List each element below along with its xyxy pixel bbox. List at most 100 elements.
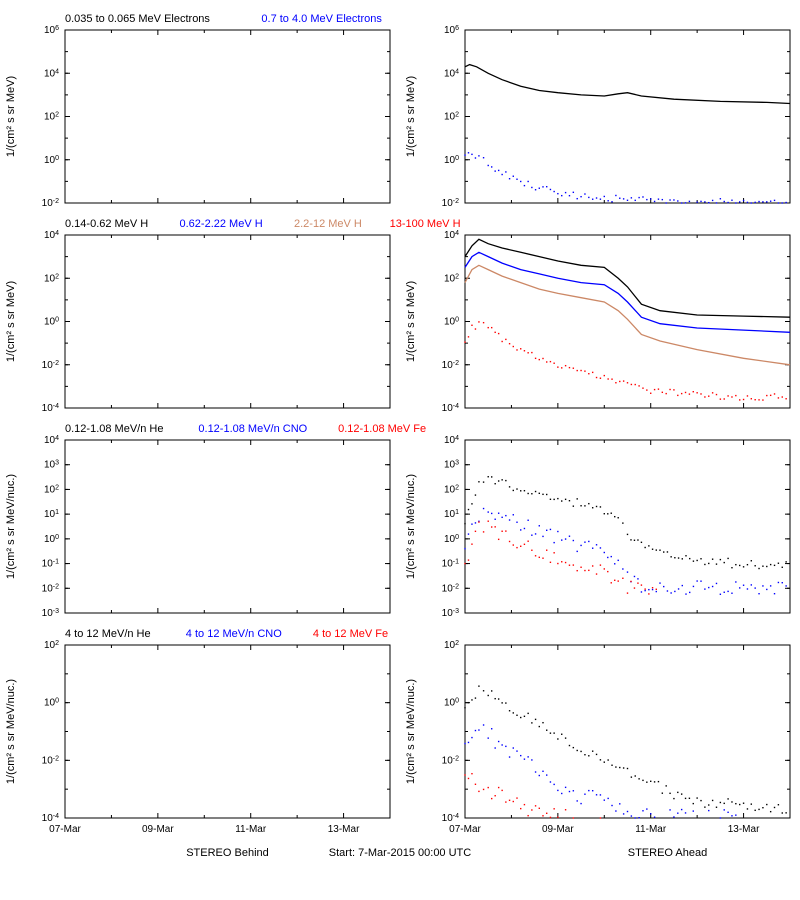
data-point xyxy=(611,556,612,557)
data-point xyxy=(604,552,605,553)
data-point xyxy=(488,521,489,522)
data-point xyxy=(600,506,601,507)
ytick-label: 102 xyxy=(44,640,59,652)
data-point xyxy=(531,722,532,723)
data-point xyxy=(498,741,499,742)
data-point xyxy=(588,755,589,756)
data-point xyxy=(731,396,732,397)
data-point xyxy=(727,202,728,203)
data-point xyxy=(604,513,605,514)
data-point xyxy=(565,192,566,193)
data-point xyxy=(693,810,694,811)
data-point xyxy=(494,795,495,796)
data-point xyxy=(596,197,597,198)
data-point xyxy=(720,198,721,199)
data-point xyxy=(648,593,649,594)
data-point xyxy=(774,807,775,808)
data-point xyxy=(464,341,465,342)
ytick-label: 10-3 xyxy=(442,608,459,620)
data-point xyxy=(689,201,690,202)
y-axis-label: 1/(cm² s sr MeV/nuc.) xyxy=(5,474,17,579)
data-point xyxy=(642,780,643,781)
data-point xyxy=(659,582,660,583)
data-point xyxy=(468,559,469,560)
data-point xyxy=(546,550,547,551)
data-point xyxy=(498,787,499,788)
ytick-label: 10-2 xyxy=(442,755,459,767)
data-point xyxy=(785,202,786,203)
data-point xyxy=(488,327,489,328)
data-point xyxy=(592,565,593,566)
data-point xyxy=(615,766,616,767)
data-point xyxy=(662,792,663,793)
data-point xyxy=(663,551,664,552)
data-point xyxy=(498,698,499,699)
data-point xyxy=(627,592,628,593)
data-point xyxy=(553,363,554,364)
data-point xyxy=(619,381,620,382)
ytick-label: 102 xyxy=(444,484,459,496)
data-point xyxy=(509,486,510,487)
series-title: 0.12-1.08 MeV/n CNO xyxy=(198,423,307,435)
data-point xyxy=(785,561,786,562)
data-point xyxy=(622,568,623,569)
data-point xyxy=(716,583,717,584)
data-point xyxy=(501,744,502,745)
data-point xyxy=(524,490,525,491)
plot-frame xyxy=(465,235,790,408)
panel-r0-c1: 10-21001021041061/(cm² s sr MeV) xyxy=(405,25,790,210)
data-point xyxy=(642,387,643,388)
data-point xyxy=(513,514,514,515)
data-point xyxy=(754,587,755,588)
xtick-label: 09-Mar xyxy=(142,824,174,835)
data-point xyxy=(727,798,728,799)
data-point xyxy=(622,522,623,523)
series-title: 2.2-12 MeV H xyxy=(294,218,362,230)
data-point xyxy=(685,812,686,813)
data-point xyxy=(656,589,657,590)
data-point xyxy=(704,396,705,397)
data-point xyxy=(478,521,479,522)
data-point xyxy=(724,803,725,804)
data-point xyxy=(696,797,697,798)
data-point xyxy=(588,790,589,791)
data-point xyxy=(513,544,514,545)
ytick-label: 103 xyxy=(44,459,59,471)
data-point xyxy=(743,803,744,804)
data-point xyxy=(673,798,674,799)
data-point xyxy=(542,771,543,772)
ytick-label: 102 xyxy=(444,640,459,652)
plot-frame xyxy=(465,645,790,818)
data-point xyxy=(670,556,671,557)
data-point xyxy=(531,759,532,760)
ytick-label: 10-2 xyxy=(42,359,59,371)
data-point xyxy=(527,181,528,182)
data-point xyxy=(693,586,694,587)
data-point xyxy=(527,756,528,757)
data-point xyxy=(478,685,479,686)
data-point xyxy=(611,378,612,379)
data-point xyxy=(468,702,469,703)
ytick-label: 100 xyxy=(44,533,59,545)
data-point xyxy=(524,350,525,351)
data-point xyxy=(600,817,601,818)
data-point xyxy=(527,815,528,816)
data-point xyxy=(546,774,547,775)
ytick-label: 10-2 xyxy=(442,198,459,210)
data-point xyxy=(751,202,752,203)
data-point xyxy=(662,199,663,200)
data-point xyxy=(584,370,585,371)
data-point xyxy=(535,189,536,190)
data-point xyxy=(557,498,558,499)
ytick-label: 10-2 xyxy=(42,198,59,210)
data-point xyxy=(681,809,682,810)
data-point xyxy=(509,800,510,801)
data-point xyxy=(631,776,632,777)
data-point xyxy=(520,808,521,809)
plot-frame xyxy=(65,645,390,818)
data-point xyxy=(600,378,601,379)
data-point xyxy=(656,549,657,550)
data-point xyxy=(596,544,597,545)
data-point xyxy=(669,809,670,810)
data-point xyxy=(464,563,465,564)
